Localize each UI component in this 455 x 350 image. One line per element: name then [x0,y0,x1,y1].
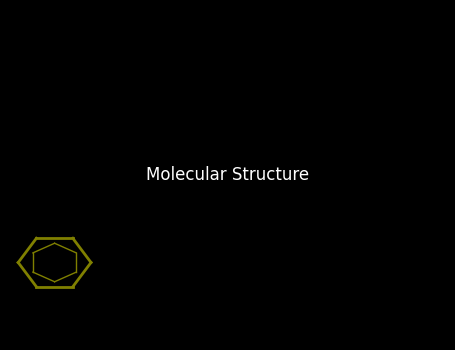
Text: Molecular Structure: Molecular Structure [146,166,309,184]
